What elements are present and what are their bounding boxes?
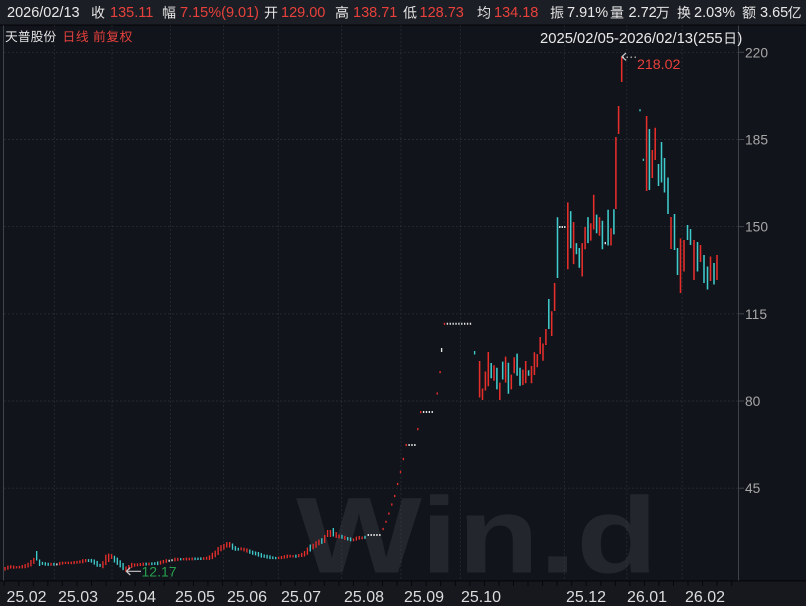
svg-text:128.73: 128.73 — [420, 5, 464, 21]
svg-text:45: 45 — [745, 481, 761, 496]
svg-text:150: 150 — [745, 220, 768, 235]
svg-text:25.12: 25.12 — [566, 589, 606, 606]
svg-text:220: 220 — [745, 45, 768, 60]
svg-text:2026/02/13: 2026/02/13 — [7, 5, 80, 21]
svg-text:2.72: 2.72 — [629, 5, 657, 21]
svg-text:138.71: 138.71 — [353, 5, 397, 21]
svg-text:25.05: 25.05 — [175, 589, 215, 606]
svg-text:25.10: 25.10 — [461, 589, 501, 606]
svg-text:185: 185 — [745, 133, 768, 148]
svg-text:129.00: 129.00 — [281, 5, 325, 21]
svg-text:25.08: 25.08 — [344, 589, 384, 606]
svg-text:7.91%: 7.91% — [567, 5, 608, 21]
svg-text:25.07: 25.07 — [281, 589, 321, 606]
svg-text:3.65: 3.65 — [760, 5, 788, 21]
svg-text:): ) — [737, 31, 742, 47]
svg-text:2.03%: 2.03% — [694, 5, 735, 21]
svg-text:218.02: 218.02 — [637, 57, 681, 73]
svg-text:25.03: 25.03 — [58, 589, 98, 606]
svg-text:2025/02/05-2026/02/13(255: 2025/02/05-2026/02/13(255 — [540, 31, 723, 47]
svg-text:25.09: 25.09 — [404, 589, 444, 606]
svg-text:26.02: 26.02 — [685, 589, 725, 606]
svg-text:Win.d: Win.d — [296, 475, 658, 596]
svg-text:25.06: 25.06 — [227, 589, 267, 606]
svg-text:80: 80 — [745, 394, 761, 409]
svg-text:115: 115 — [745, 307, 767, 322]
svg-text:25.02: 25.02 — [7, 589, 47, 606]
svg-text:134.18: 134.18 — [494, 5, 538, 21]
svg-text:7.15%(9.01): 7.15%(9.01) — [180, 5, 259, 21]
svg-text:26.01: 26.01 — [627, 589, 667, 606]
svg-text:135.11: 135.11 — [110, 5, 153, 21]
svg-text:25.04: 25.04 — [116, 589, 156, 606]
svg-text:12.17: 12.17 — [142, 564, 177, 580]
